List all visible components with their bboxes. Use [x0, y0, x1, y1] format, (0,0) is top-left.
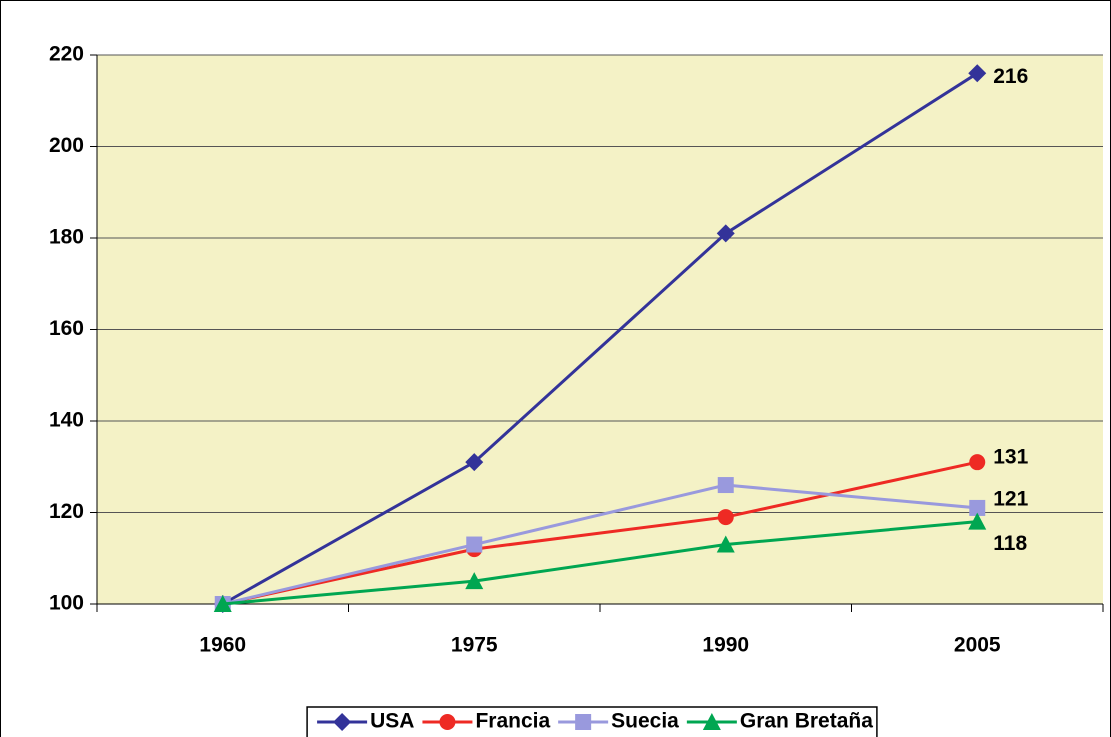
y-tick-label: 180 [49, 226, 84, 249]
y-tick-label: 200 [49, 134, 84, 157]
series-line [222, 460, 978, 606]
marker [213, 595, 232, 612]
series-line [222, 72, 979, 606]
marker [439, 714, 456, 730]
x-tick-label: 1960 [199, 634, 246, 657]
x-tick-label: 1975 [451, 634, 498, 657]
x-tick-label: 1990 [702, 634, 749, 657]
marker [333, 713, 352, 731]
data-label: 216 [993, 65, 1028, 88]
legend-label: Gran Bretaña [740, 710, 873, 733]
marker [717, 509, 734, 526]
y-tick-label: 160 [49, 317, 84, 340]
y-tick-label: 140 [49, 409, 84, 432]
marker [716, 224, 735, 243]
legend-label: USA [370, 710, 414, 733]
marker [969, 454, 986, 471]
legend: USA Francia Suecia Gran Bretaña [306, 706, 878, 737]
y-tick-label: 120 [49, 500, 84, 523]
data-label: 121 [993, 487, 1028, 510]
series-line [222, 483, 978, 606]
data-label: 131 [993, 446, 1028, 469]
marker [575, 714, 592, 730]
marker [717, 477, 734, 494]
data-label: 118 [993, 532, 1027, 555]
marker [969, 499, 986, 516]
y-tick-label: 100 [49, 592, 84, 615]
marker [716, 535, 735, 553]
legend-label: Suecia [611, 710, 679, 733]
y-tick-label: 220 [49, 43, 84, 66]
marker [466, 536, 483, 553]
marker [968, 64, 987, 83]
marker [465, 572, 484, 590]
x-tick-label: 2005 [954, 634, 1001, 657]
series-line [222, 520, 978, 606]
legend-label: Francia [475, 710, 550, 733]
marker [702, 713, 721, 730]
marker [465, 453, 484, 472]
marker [968, 512, 987, 530]
